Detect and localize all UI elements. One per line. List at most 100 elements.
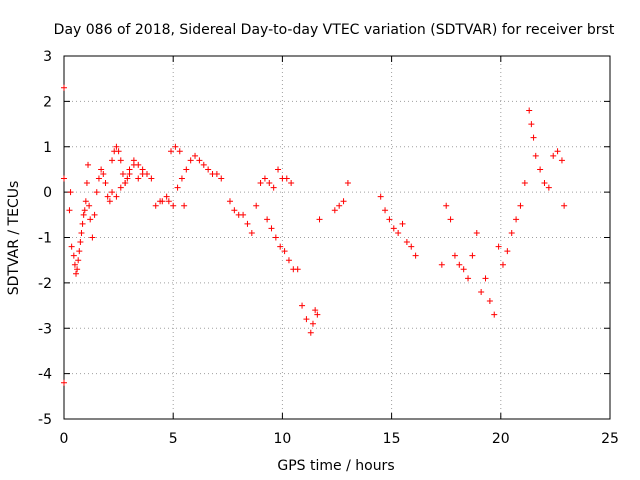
data-point-marker [74, 266, 81, 273]
data-point-marker [399, 220, 406, 227]
data-point-marker [299, 302, 306, 309]
data-point-marker [95, 175, 102, 182]
y-tick-label: 1 [43, 140, 52, 156]
data-point-marker [316, 216, 323, 223]
data-point-marker [451, 252, 458, 259]
data-point-marker [61, 175, 67, 182]
data-point-marker [165, 198, 172, 205]
data-point-marker [491, 311, 498, 318]
data-point-marker [545, 184, 552, 191]
data-point-marker [277, 243, 284, 250]
data-point-marker [82, 198, 89, 205]
data-point-marker [168, 148, 175, 155]
y-tick-label: 3 [43, 49, 52, 65]
data-point-marker [172, 143, 179, 150]
data-point-marker [77, 239, 84, 246]
data-point-marker [283, 175, 290, 182]
data-point-marker [205, 166, 212, 173]
data-point-marker [408, 243, 415, 250]
data-point-marker [68, 243, 75, 250]
x-tick-label: 0 [60, 431, 69, 447]
data-point-marker [174, 184, 181, 191]
data-point-marker [178, 175, 185, 182]
data-point-marker [253, 202, 260, 209]
data-point-marker [340, 198, 347, 205]
data-point-marker [264, 216, 271, 223]
data-point-marker [218, 175, 225, 182]
data-point-marker [478, 288, 485, 295]
data-point-marker [486, 298, 493, 305]
data-point-marker [187, 157, 194, 164]
y-axis-label: SDTVAR / TECUs [6, 181, 22, 296]
data-point-marker [495, 243, 502, 250]
data-point-marker [395, 229, 402, 236]
data-point-marker [192, 152, 199, 159]
data-point-marker [170, 202, 177, 209]
data-point-marker [344, 180, 351, 187]
data-point-marker [438, 261, 445, 268]
data-point-marker [465, 275, 472, 282]
data-point-marker [508, 229, 515, 236]
data-point-marker [102, 180, 109, 187]
data-point-marker [272, 234, 279, 241]
data-point-marker [469, 252, 476, 259]
data-point-marker [93, 189, 100, 196]
data-point-marker [268, 225, 275, 232]
data-point-marker [159, 198, 166, 205]
data-point-marker [81, 207, 88, 214]
data-point-marker [517, 202, 524, 209]
y-tick-label: -5 [38, 412, 52, 428]
data-point-marker [331, 207, 338, 214]
grid [64, 56, 610, 419]
data-point-marker [473, 229, 480, 236]
data-point-marker [554, 148, 561, 155]
data-point-marker [281, 248, 288, 255]
data-point-marker [213, 170, 220, 177]
data-point-marker [85, 161, 92, 168]
data-point-marker [266, 180, 273, 187]
data-point-marker [80, 211, 87, 218]
data-point-marker [109, 157, 116, 164]
data-point-marker [100, 170, 107, 177]
data-point-marker [307, 329, 314, 336]
data-point-marker [61, 379, 67, 386]
data-point-marker [98, 166, 105, 173]
data-point-marker [83, 180, 90, 187]
data-point-marker [550, 152, 557, 159]
y-tick-label: -2 [38, 276, 52, 292]
data-point-marker [117, 184, 124, 191]
data-point-marker [403, 239, 410, 246]
data-point-marker [303, 316, 310, 323]
data-point-marker [122, 180, 129, 187]
data-point-marker [312, 307, 319, 314]
data-point-marker [443, 202, 450, 209]
data-point-marker [181, 202, 188, 209]
data-point-marker [447, 216, 454, 223]
data-point-marker [336, 202, 343, 209]
data-point-marker [86, 202, 93, 209]
data-point-marker [528, 121, 535, 128]
data-point-marker [513, 216, 520, 223]
data-point-marker [541, 180, 548, 187]
data-point-marker [76, 248, 83, 255]
x-tick-label: 20 [492, 431, 510, 447]
data-point-marker [244, 220, 251, 227]
data-point-marker [183, 166, 190, 173]
x-tick-label: 5 [169, 431, 178, 447]
data-point-marker [104, 193, 111, 200]
data-point-marker [139, 170, 146, 177]
data-point-marker [78, 229, 85, 236]
x-axis-label: GPS time / hours [277, 458, 394, 474]
data-point-marker [412, 252, 419, 259]
data-point-marker [87, 216, 94, 223]
data-point-marker [288, 180, 295, 187]
x-tick-label: 25 [601, 431, 619, 447]
data-point-marker [386, 216, 393, 223]
data-point-marker [377, 193, 384, 200]
data-point-marker [532, 152, 539, 159]
y-tick-label: -4 [38, 367, 52, 383]
data-point-marker [91, 211, 98, 218]
chart-title: Day 086 of 2018, Sidereal Day-to-day VTE… [54, 22, 615, 38]
data-point-marker [226, 198, 233, 205]
data-point-marker [231, 207, 238, 214]
